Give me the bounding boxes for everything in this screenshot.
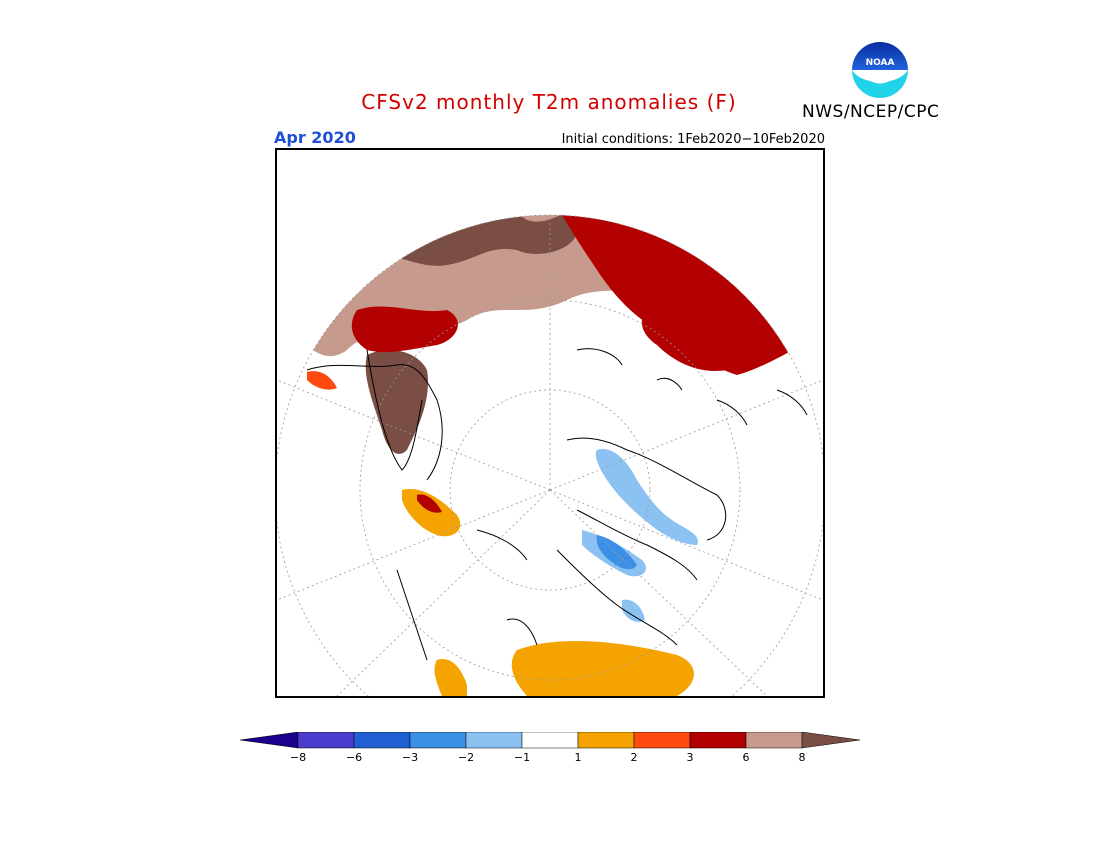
colorbar-bin bbox=[577, 731, 635, 749]
anomaly-region-light-brown bbox=[297, 215, 720, 356]
colorbar-tick-label: 1 bbox=[575, 751, 582, 764]
colorbar-tick-label: −1 bbox=[514, 751, 530, 764]
colorbar-tick-label: −3 bbox=[402, 751, 418, 764]
colorbar-bin-max bbox=[801, 731, 861, 749]
colorbar-bin bbox=[297, 731, 355, 749]
colorbar-tick-label: 3 bbox=[687, 751, 694, 764]
colorbar-tick-label: 8 bbox=[799, 751, 806, 764]
latitude-circle bbox=[359, 299, 741, 681]
initial-conditions-label: Initial conditions: 1Feb2020−10Feb2020 bbox=[561, 132, 825, 147]
colorbar-bin bbox=[353, 731, 411, 749]
colorbar-bin bbox=[465, 731, 523, 749]
colorbar-bin bbox=[409, 731, 467, 749]
forecast-month-label: Apr 2020 bbox=[274, 128, 356, 147]
anomaly-region-light-blue-scandinavia bbox=[595, 449, 698, 545]
colorbar-tick-label: −2 bbox=[458, 751, 474, 764]
anomaly-region-red-alaska bbox=[307, 371, 337, 390]
meridian-lines bbox=[277, 215, 823, 696]
anomaly-region-dark-brown-greenland bbox=[365, 350, 428, 454]
colorbar-bin bbox=[521, 731, 579, 749]
anomaly-region-medium-blue bbox=[596, 535, 637, 570]
anomaly-region-dark-brown bbox=[317, 215, 577, 266]
anomaly-region-dark-red bbox=[527, 215, 823, 375]
colorbar-tick-label: 6 bbox=[743, 751, 750, 764]
anomaly-region-dark-red-small bbox=[417, 494, 442, 513]
globe-outline bbox=[277, 214, 823, 696]
map-title: CFSv2 monthly T2m anomalies (F) bbox=[361, 90, 737, 114]
colorbar-bin bbox=[689, 731, 747, 749]
anomaly-region-dark-red-canada bbox=[351, 306, 458, 353]
polar-map bbox=[275, 148, 825, 698]
colorbar-tick-label: −6 bbox=[346, 751, 362, 764]
anomaly-region-dark-red-siberia bbox=[641, 306, 748, 371]
anomaly-region-orange-southwest bbox=[434, 659, 467, 696]
noaa-logo-icon: NOAA bbox=[848, 40, 912, 104]
coastlines bbox=[306, 348, 808, 661]
anomaly-region-orange-south bbox=[511, 640, 694, 696]
colorbar-bin bbox=[633, 731, 691, 749]
colorbar-bin bbox=[745, 731, 803, 749]
colorbar-bin-min bbox=[239, 731, 299, 749]
anomaly-region-orange-west bbox=[402, 489, 461, 537]
anomaly-layer bbox=[277, 215, 823, 696]
color-legend: −8 −6 −3 −2 −1 1 2 3 6 8 bbox=[239, 731, 861, 772]
colorbar-tick-label: −8 bbox=[290, 751, 306, 764]
agency-label: NWS/NCEP/CPC bbox=[802, 102, 940, 122]
noaa-logo-text: NOAA bbox=[866, 58, 895, 68]
colorbar-tick-label: 2 bbox=[631, 751, 638, 764]
anomaly-region-light-blue-south bbox=[622, 599, 645, 622]
